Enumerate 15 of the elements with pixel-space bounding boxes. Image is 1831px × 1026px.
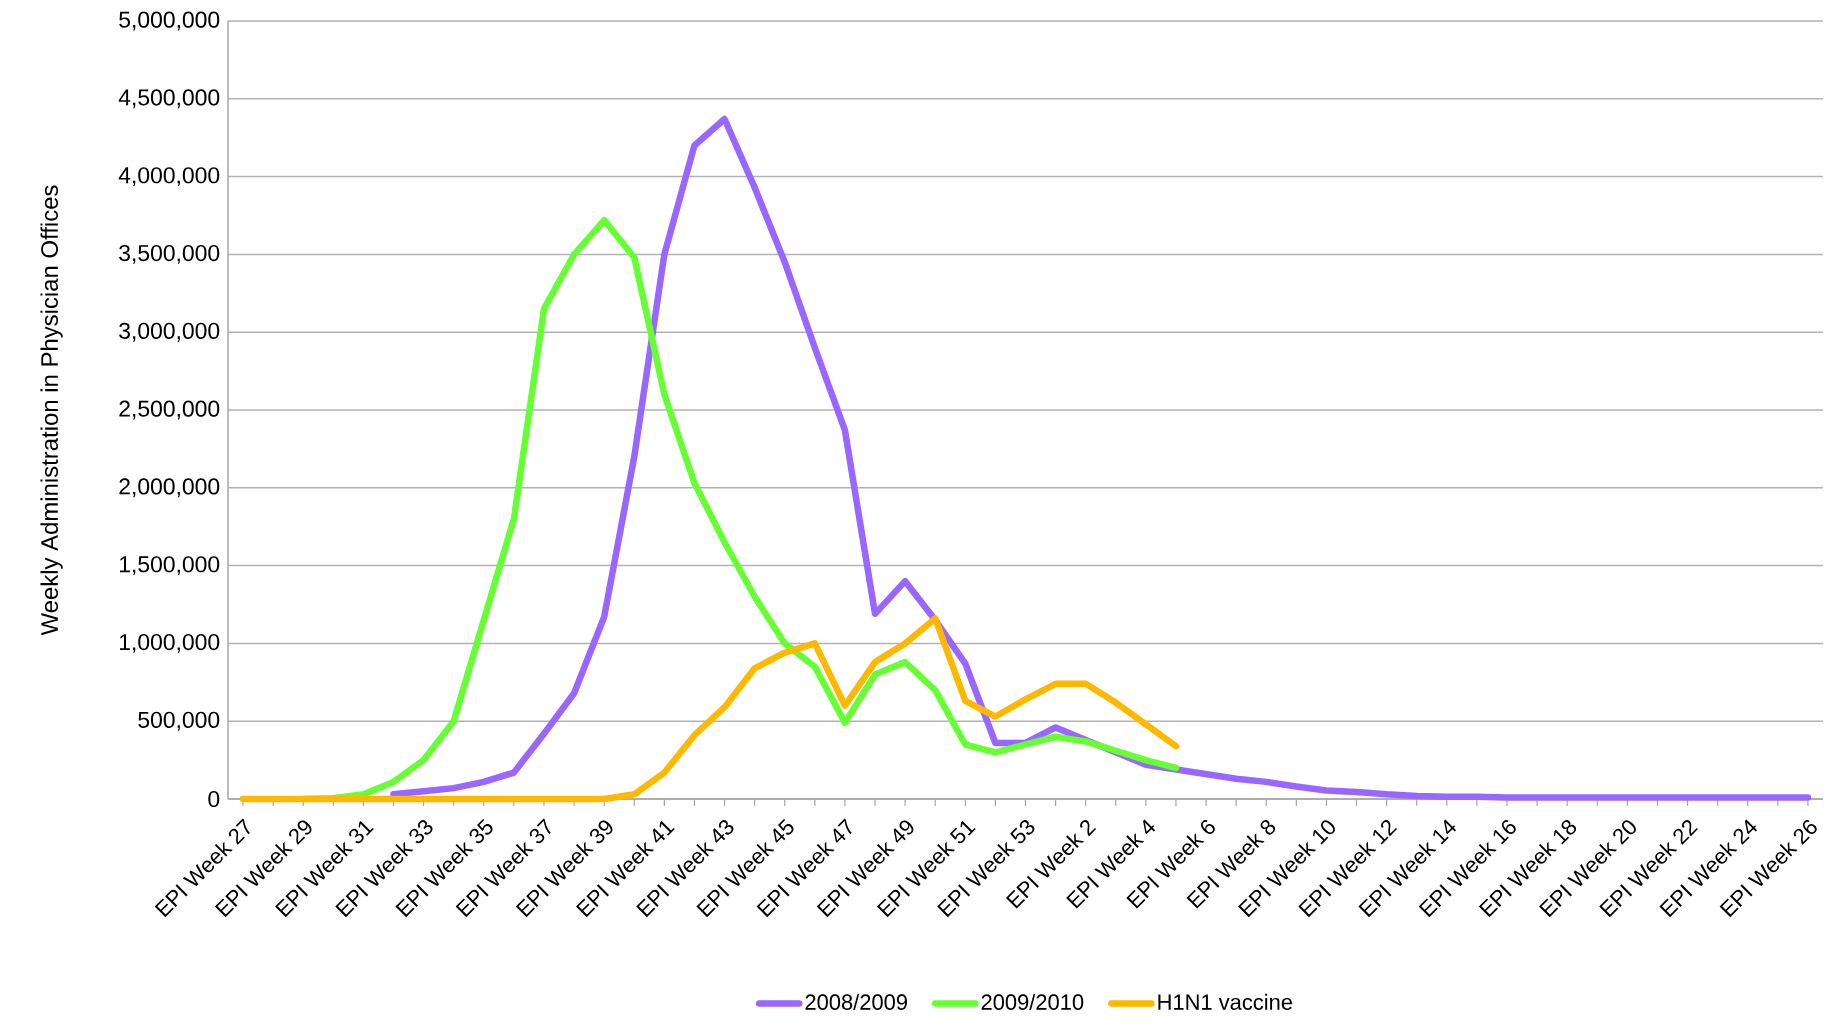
y-tick-label: 3,000,000	[119, 322, 220, 342]
y-tick-label: 3,500,000	[119, 244, 220, 264]
legend-label: 2009/2010	[981, 993, 1084, 1010]
y-tick-label: 1,500,000	[119, 556, 220, 576]
y-tick-label: 5,000,000	[119, 11, 220, 31]
y-tick-label: 2,500,000	[119, 400, 220, 420]
legend-label: 2008/2009	[805, 993, 907, 1010]
y-tick-label: 0	[208, 790, 220, 808]
legend-label: H1N1 vaccine	[1158, 993, 1293, 1010]
y-tick-label: 4,000,000	[118, 167, 220, 187]
y-tick-label: 1,000,000	[119, 633, 220, 653]
y-axis-title: Weekly Administration in Physician Offices	[40, 185, 63, 636]
y-tick-label: 2,000,000	[119, 478, 220, 498]
y-tick-label: 500,000	[138, 711, 220, 731]
y-tick-label: 4,500,000	[118, 89, 220, 109]
